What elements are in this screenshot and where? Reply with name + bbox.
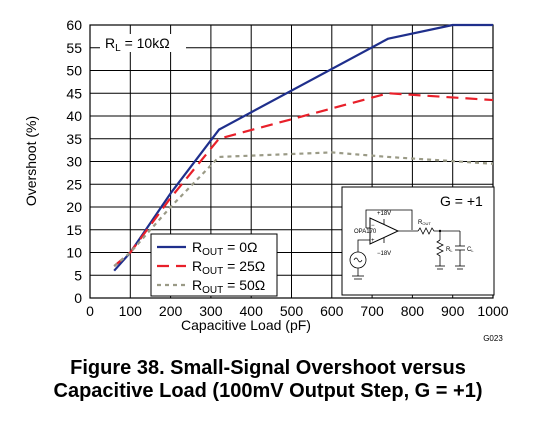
caption-line-1: Figure 38. Small-Signal Overshoot versus bbox=[70, 357, 466, 379]
supply-pos-label: +18V bbox=[377, 211, 391, 217]
opamp-label: OPA170 bbox=[354, 229, 377, 235]
x-tick-label: 900 bbox=[441, 303, 465, 319]
x-tick-label: 700 bbox=[360, 303, 384, 319]
y-tick-label: 40 bbox=[66, 108, 82, 124]
plot-frame bbox=[89, 24, 494, 299]
rout-label: ROUT bbox=[418, 220, 431, 226]
y-tick-label: 15 bbox=[66, 222, 82, 238]
y-tick-label: 0 bbox=[74, 290, 82, 306]
y-tick-labels: 0 5 10 15 20 25 30 35 40 45 50 55 60 bbox=[66, 17, 82, 306]
y-tick-label: 25 bbox=[66, 176, 82, 192]
supply-neg-label: −18V bbox=[377, 251, 391, 257]
y-tick-label: 45 bbox=[66, 85, 82, 101]
series-line-3 bbox=[113, 151, 494, 267]
rl-annotation: RL = 10kΩ bbox=[100, 34, 186, 54]
cl-label: CL bbox=[467, 247, 474, 253]
x-tick-label: 200 bbox=[159, 303, 183, 319]
legend-label-1: ROUT = 0Ω bbox=[192, 239, 257, 258]
overshoot-chart: 0 5 10 15 20 25 30 35 40 45 50 55 60 0 100 200 300 400 50… bbox=[23, 17, 509, 343]
gain-label: G = +1 bbox=[440, 193, 483, 209]
opamp-symbol bbox=[369, 217, 400, 245]
y-tick-label: 35 bbox=[66, 131, 82, 147]
x-axis-title: Capacitive Load (pF) bbox=[181, 317, 311, 333]
svg-text:−: − bbox=[371, 223, 375, 229]
x-tick-label: 800 bbox=[401, 303, 425, 319]
y-tick-label: 10 bbox=[66, 245, 82, 261]
series-lines bbox=[113, 23, 494, 272]
rl-resistor bbox=[436, 239, 444, 266]
feedback-wire bbox=[365, 209, 413, 230]
y-axis-title: Overshoot (%) bbox=[23, 116, 39, 206]
x-tick-label: 100 bbox=[119, 303, 143, 319]
y-tick-label: 5 bbox=[74, 267, 82, 283]
legend-label-2: ROUT = 25Ω bbox=[192, 258, 265, 277]
y-tick-label: 50 bbox=[66, 63, 82, 79]
figure-code: G023 bbox=[483, 334, 503, 343]
rout-resistor bbox=[417, 227, 440, 235]
rl-label: RL bbox=[446, 247, 453, 253]
y-tick-label: 55 bbox=[66, 40, 82, 56]
caption-line-2: Capacitive Load (100mV Output Step, G = … bbox=[53, 380, 483, 402]
x-tick-label: 1000 bbox=[477, 303, 508, 319]
y-tick-label: 20 bbox=[66, 199, 82, 215]
x-tick-label: 300 bbox=[199, 303, 223, 319]
x-tick-labels: 0 100 200 300 400 500 600 700 800 900 1000 bbox=[86, 303, 509, 319]
rl-annotation-text: RL = 10kΩ bbox=[105, 35, 170, 54]
y-tick-label: 30 bbox=[66, 154, 82, 170]
y-tick-label: 60 bbox=[66, 17, 82, 33]
x-tick-label: 500 bbox=[280, 303, 304, 319]
x-tick-label: 600 bbox=[320, 303, 344, 319]
legend-label-3: ROUT = 50Ω bbox=[192, 277, 265, 296]
x-tick-label: 400 bbox=[240, 303, 264, 319]
svg-text:+: + bbox=[371, 238, 375, 244]
inset-circuit: G = +1 OPA170 +18V −18V − + ROUT RL bbox=[341, 186, 495, 296]
x-tick-label: 0 bbox=[86, 303, 94, 319]
